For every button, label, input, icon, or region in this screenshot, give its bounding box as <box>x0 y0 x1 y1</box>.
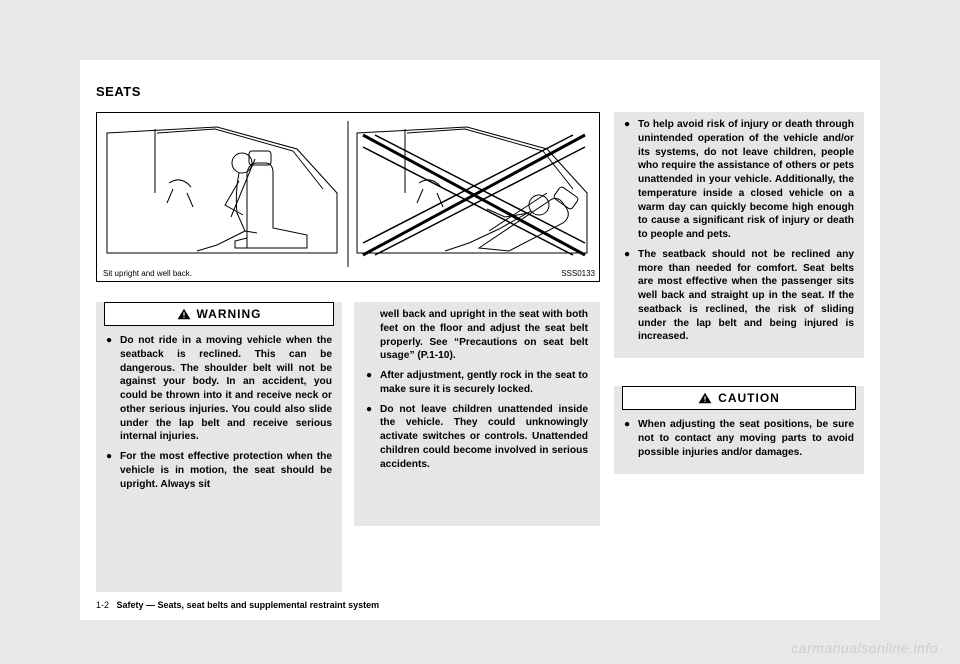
bullet-icon: ● <box>106 450 112 491</box>
manual-page: SEATS <box>80 60 880 620</box>
list-item: ●To help avoid risk of injury or death t… <box>624 118 854 242</box>
list-item: ●Do not ride in a moving vehicle when th… <box>106 334 332 444</box>
warning-list-col1: ●Do not ride in a moving vehicle when th… <box>104 334 334 491</box>
spacer <box>614 372 864 386</box>
warning-box-continued: ●well back and upright in the seat with … <box>354 302 600 526</box>
page-footer: 1-2 Safety — Seats, seat belts and suppl… <box>96 600 379 610</box>
footer-section: Safety — Seats, seat belts and supplemen… <box>117 600 380 610</box>
warning-box: WARNING ●Do not ride in a moving vehicle… <box>96 302 342 592</box>
list-item: ●After adjustment, gently rock in the se… <box>366 369 588 397</box>
warning-list-col3: ●To help avoid risk of injury or death t… <box>622 118 856 344</box>
warning-list-col2: ●well back and upright in the seat with … <box>364 308 590 471</box>
section-heading: SEATS <box>96 84 141 99</box>
caution-title: CAUTION <box>622 386 856 410</box>
bullet-icon: ● <box>366 403 372 472</box>
column-1: WARNING ●Do not ride in a moving vehicle… <box>96 302 342 592</box>
bullet-icon: ● <box>366 369 372 397</box>
page-number: 1-2 <box>96 600 109 610</box>
list-item: ●well back and upright in the seat with … <box>366 308 588 363</box>
warning-label: WARNING <box>197 306 262 322</box>
caution-label: CAUTION <box>718 390 780 406</box>
figure-code: SSS0133 <box>561 269 595 278</box>
warning-box-col3: ●To help avoid risk of injury or death t… <box>614 112 864 358</box>
watermark: carmanualsonline.info <box>791 640 938 656</box>
bullet-icon: ● <box>624 418 630 459</box>
seat-illustration: Sit upright and well back. SSS0133 <box>96 112 600 282</box>
warning-title: WARNING <box>104 302 334 326</box>
caution-list: ●When adjusting the seat positions, be s… <box>622 418 856 459</box>
column-2: ●well back and upright in the seat with … <box>354 302 600 592</box>
column-3: ●To help avoid risk of injury or death t… <box>614 112 864 592</box>
list-item: ●Do not leave children unattended inside… <box>366 403 588 472</box>
bullet-icon: ● <box>624 118 630 242</box>
seat-figure-svg <box>97 113 599 281</box>
warning-triangle-icon <box>177 308 191 320</box>
bullet-icon: ● <box>106 334 112 444</box>
caution-triangle-icon <box>698 392 712 404</box>
bullet-icon: ● <box>624 248 630 344</box>
list-item: ●The seatback should not be reclined any… <box>624 248 854 344</box>
list-item: ●For the most effective protection when … <box>106 450 332 491</box>
figure-caption: Sit upright and well back. <box>103 269 192 278</box>
caution-box: CAUTION ●When adjusting the seat positio… <box>614 386 864 473</box>
list-item: ●When adjusting the seat positions, be s… <box>624 418 854 459</box>
